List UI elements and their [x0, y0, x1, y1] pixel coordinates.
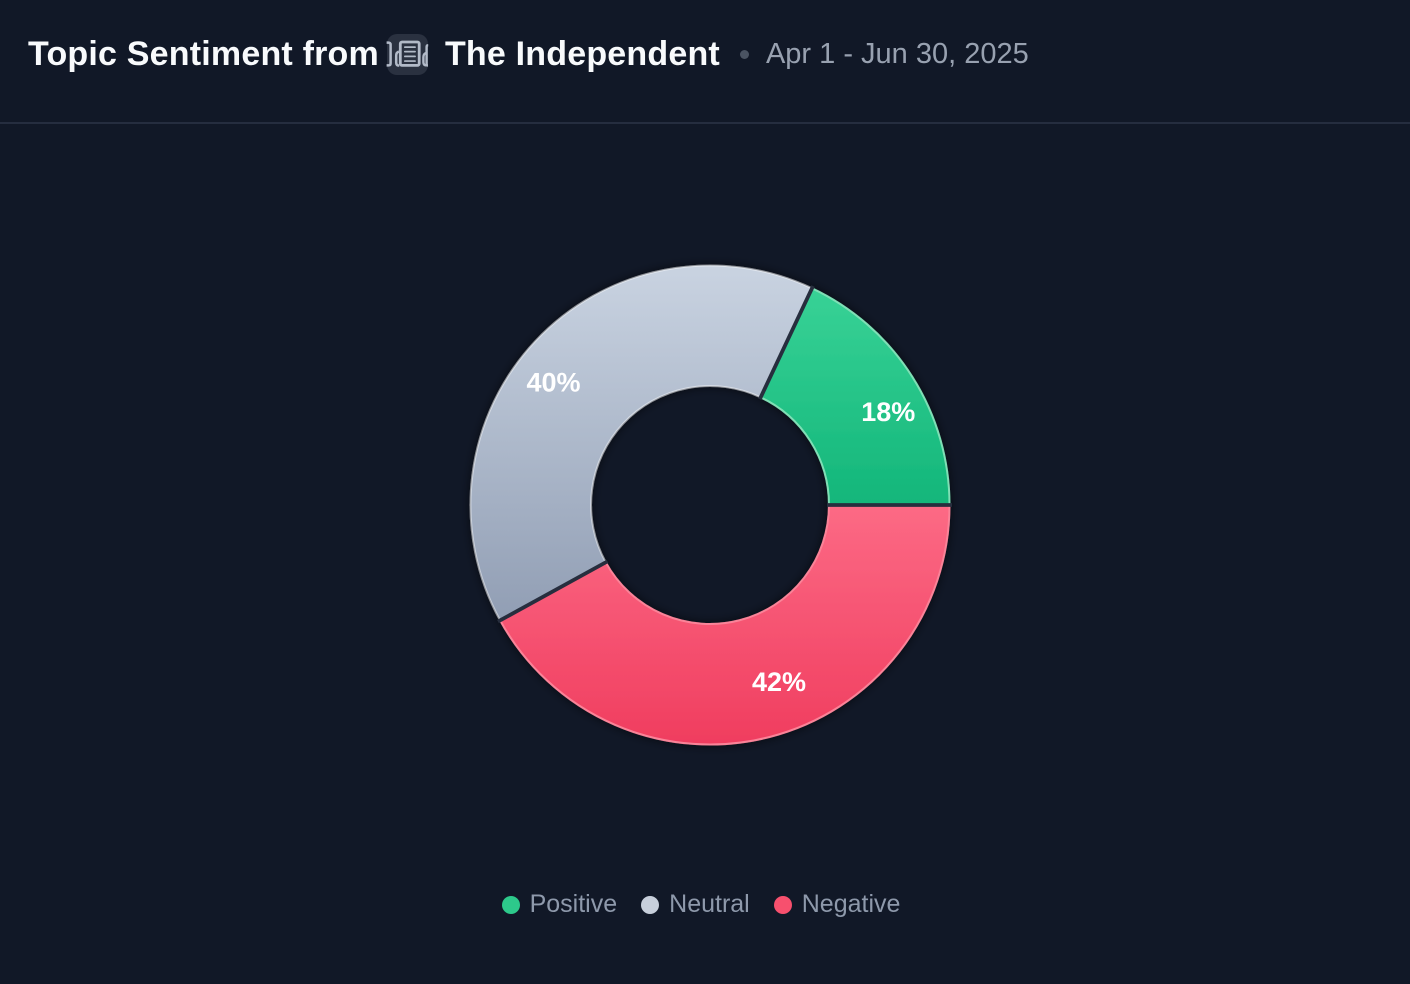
svg-text:40%: 40%	[526, 367, 580, 397]
svg-text:18%: 18%	[861, 397, 915, 427]
svg-text:42%: 42%	[752, 667, 806, 697]
